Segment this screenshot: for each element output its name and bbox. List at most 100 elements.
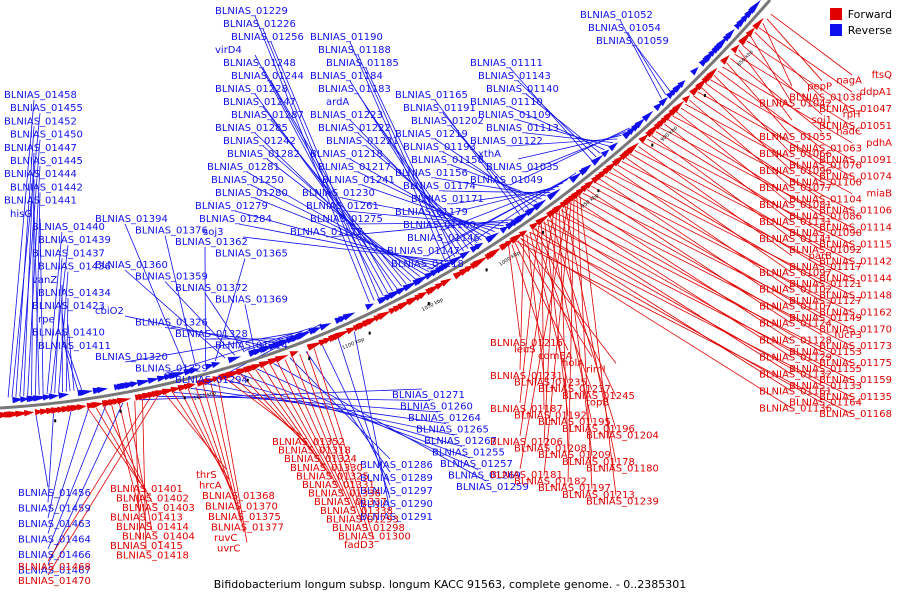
reverse-gene	[448, 254, 464, 266]
gene-label: BLNIAS_01434	[38, 288, 111, 299]
leader-line	[529, 232, 569, 384]
forward-gene	[584, 179, 595, 189]
leader-line	[47, 411, 72, 519]
gene-label: BLNIAS_01368	[202, 491, 275, 502]
leader-line	[642, 142, 823, 251]
forward-swatch	[829, 8, 842, 20]
forward-gene	[289, 351, 299, 358]
gene-label: BLNIAS_01161	[759, 386, 832, 397]
gene-label: BLNIAS_01052	[580, 10, 653, 21]
gene-label: BLNIAS_01293	[326, 514, 399, 525]
leader-line	[124, 331, 303, 363]
gene-label: BLNIAS_01264	[408, 413, 481, 424]
reverse-gene	[170, 372, 187, 379]
gene-label: BLNIAS_01459	[18, 504, 91, 515]
gene-label: BLNIAS_01114	[819, 223, 892, 234]
gene-label: BLNIAS_01090	[789, 228, 862, 239]
gene-label: BLNIAS_01418	[116, 551, 189, 562]
gene-label: BLNIAS_01204	[586, 430, 659, 441]
leader-line	[217, 380, 248, 543]
leader-line	[651, 135, 793, 240]
leader-line	[434, 138, 534, 206]
gene-label: BLNIAS_01118	[391, 259, 464, 270]
leader-line	[578, 196, 823, 336]
leader-line	[722, 66, 853, 144]
leader-line	[202, 384, 242, 522]
leader-line	[693, 95, 823, 183]
reverse-leader-lines	[7, 15, 671, 565]
legend-forward: Forward	[829, 6, 892, 22]
gene-label: BLNIAS_01158	[411, 155, 484, 166]
gene-label: BLNIAS_01173	[819, 341, 892, 352]
rna-marker	[119, 409, 122, 413]
leader-line	[561, 208, 593, 456]
leader-line	[595, 182, 853, 313]
forward-gene	[518, 230, 528, 238]
leader-line	[262, 106, 403, 287]
gene-arrows	[0, 0, 764, 423]
gene-label: BLNIAS_01441	[4, 196, 77, 207]
reverse-gene	[725, 28, 735, 39]
reverse-gene	[79, 389, 94, 396]
reverse-gene	[486, 232, 500, 243]
forward-gene	[504, 239, 514, 247]
rna-marker	[542, 230, 545, 234]
forward-gene	[76, 404, 87, 411]
leader-line	[254, 93, 398, 290]
leader-line	[321, 345, 391, 486]
gene-label: BLNIAS_01140	[486, 84, 559, 95]
gene-label: BLNIAS_01197	[538, 483, 611, 494]
leader-line	[46, 231, 63, 394]
forward-gene	[335, 330, 351, 339]
gene-label: BLNIAS_01143	[478, 71, 551, 82]
gene-label: soj3	[203, 227, 223, 238]
leader-line	[717, 70, 823, 149]
leader-line	[11, 113, 41, 398]
gene-label: BLNIAS_01106	[819, 206, 892, 217]
gene-label: BLNIAS_01402	[116, 494, 189, 505]
leader-line	[619, 19, 663, 99]
reverse-gene	[12, 396, 24, 404]
gene-label: BLNIAS_01467	[18, 566, 91, 577]
leader-line	[67, 350, 82, 390]
leader-line	[621, 161, 853, 279]
gene-label: parB	[809, 251, 833, 262]
gene-label: BLNIAS_01100	[789, 177, 862, 188]
gene-label: BLNIAS_01144	[819, 273, 892, 284]
leader-line	[705, 83, 823, 166]
leader-line	[33, 205, 40, 395]
leader-line	[238, 223, 443, 265]
leader-line	[58, 271, 69, 393]
forward-gene	[116, 397, 132, 405]
gene-label: BLNIAS_01413	[110, 513, 183, 524]
leader-line	[680, 107, 823, 200]
leader-line	[442, 112, 525, 212]
gene-label: thrS	[196, 470, 217, 481]
gene-label: BLNIAS_01360	[95, 260, 168, 271]
gene-label: BLNIAS_01376	[135, 226, 208, 237]
reverse-gene	[311, 327, 322, 334]
leader-line	[119, 403, 147, 522]
gene-label: BLNIAS_01294	[175, 375, 248, 386]
reverse-gene	[415, 275, 429, 285]
gene-label: BLNIAS_01077	[759, 183, 832, 194]
gene-label: BLNIAS_01128	[759, 336, 832, 347]
leader-line	[254, 54, 384, 296]
gene-label: BLNIAS_01331	[302, 480, 375, 491]
genome-backbone	[0, 0, 772, 410]
leader-line	[529, 231, 853, 398]
leader-line	[23, 152, 35, 397]
reverse-gene	[608, 142, 619, 152]
leader-line	[565, 206, 823, 353]
gene-label: BLNIAS_01328	[175, 329, 248, 340]
gene-label: BLNIAS_01284	[199, 214, 272, 225]
gene-label: pepP	[807, 81, 832, 92]
leader-line	[47, 397, 151, 562]
leader-line	[273, 363, 487, 482]
kbp-tick-label: 1150 kbp	[193, 390, 217, 402]
leader-line	[738, 49, 793, 121]
gene-label: BLNIAS_01223	[310, 110, 383, 121]
gene-label: BLNIAS_01206	[490, 437, 563, 448]
reverse-gene	[342, 312, 356, 321]
